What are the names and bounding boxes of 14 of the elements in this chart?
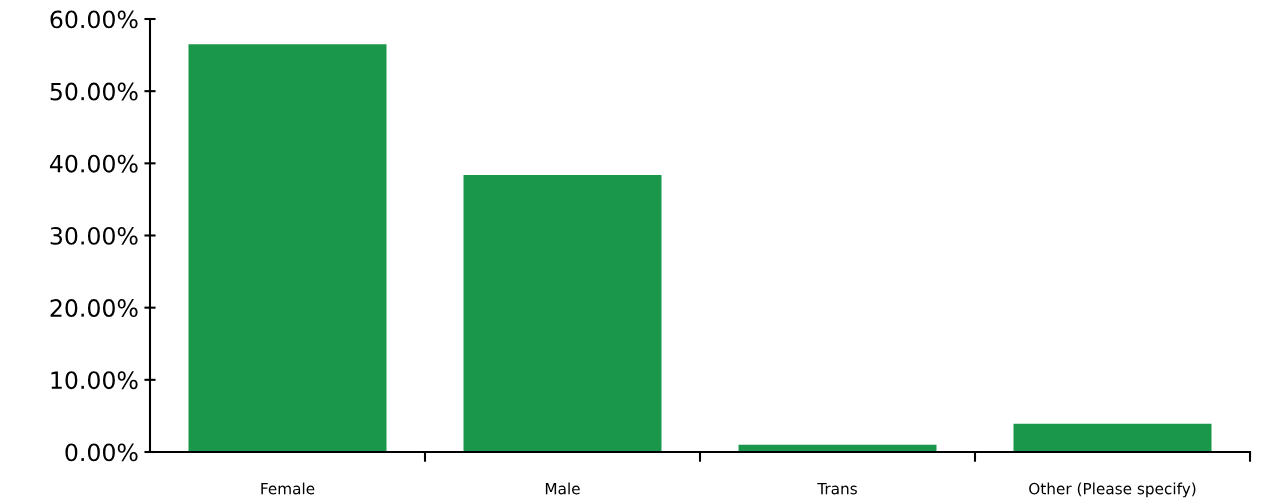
- y-tick-label: 40.00%: [50, 154, 138, 173]
- y-tick-label: 60.00%: [50, 10, 138, 29]
- x-tick-label: Female: [261, 482, 315, 495]
- y-tick-label: 0.00%: [65, 443, 138, 462]
- y-tick-label: 10.00%: [51, 371, 138, 390]
- y-tick-label: 50.00%: [50, 82, 138, 101]
- x-tick-label: Male: [545, 482, 580, 495]
- y-tick-label: 20.00%: [50, 299, 138, 317]
- y-tick-label: 30.00%: [50, 226, 138, 245]
- x-tick-label: Trans: [817, 483, 857, 495]
- bar: [188, 44, 387, 452]
- bar: [1013, 423, 1212, 452]
- bar: [463, 174, 662, 452]
- x-tick-label: Other (Please specify): [1029, 482, 1196, 498]
